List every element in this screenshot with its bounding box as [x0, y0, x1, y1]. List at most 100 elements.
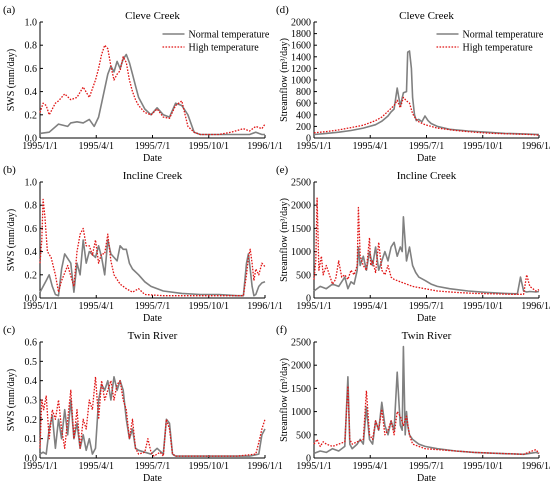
y-tick-label: 200 — [296, 122, 311, 133]
y-tick-label: 0.5 — [25, 357, 38, 368]
x-tick-label: 1996/1/1 — [521, 301, 550, 312]
x-tick-label: 1995/10/1 — [188, 301, 229, 312]
y-tick-label: 0 — [306, 294, 311, 305]
y-tick-label: 0.4 — [25, 87, 38, 98]
y-tick-label: 500 — [296, 270, 311, 281]
legend: Normal temperature High temperature — [436, 30, 544, 54]
y-axis-label: SWS (mm/day) — [6, 369, 17, 432]
y-tick-label: 0.0 — [25, 454, 38, 465]
x-tick-label: 1995/1/1 — [296, 301, 332, 312]
series-high-temperature — [39, 44, 266, 136]
legend-label: High temperature — [463, 43, 534, 54]
x-tick-label: 1995/1/1 — [296, 141, 332, 152]
legend-label: Normal temperature — [463, 30, 544, 41]
series-normal-temperature — [39, 375, 266, 457]
y-tick-label: 1000 — [291, 76, 311, 87]
panel-label: (e) — [276, 164, 289, 176]
y-tick-label: 1000 — [291, 247, 311, 258]
y-tick-label: 2000 — [291, 361, 311, 372]
x-axis-label: Date — [417, 313, 436, 324]
y-tick-label: 0.4 — [25, 376, 38, 387]
x-tick-label: 1996/1/1 — [247, 301, 283, 312]
x-tick-label: 1996/1/1 — [521, 461, 550, 472]
y-axis-label: SWS (mm/day) — [6, 49, 17, 112]
y-tick-label: 500 — [296, 430, 311, 441]
y-tick-label: 2000 — [291, 201, 311, 212]
chart-panel-a: (a) Cleve Creek 0.0 0.2 0.4 0.6 0.8 1.0 1995/1/1… — [3, 4, 283, 164]
chart-panel-e: (e) Incline Creek 0 500 1000 1500 2000 2500 1995… — [276, 164, 550, 324]
chart-title: Cleve Creek — [399, 10, 454, 22]
x-tick-label: 1995/10/1 — [188, 141, 229, 152]
x-axis-label: Date — [417, 473, 436, 484]
y-tick-label: 1.0 — [25, 178, 38, 189]
y-tick-label: 2500 — [291, 178, 311, 189]
y-tick-label: 600 — [296, 99, 311, 110]
x-tick-label: 1995/4/1 — [78, 141, 114, 152]
x-tick-label: 1995/1/1 — [296, 461, 332, 472]
x-tick-label: 1996/1/1 — [521, 141, 550, 152]
x-tick-label: 1995/7/1 — [409, 301, 445, 312]
x-tick-label: 1995/1/1 — [22, 141, 58, 152]
chart-panel-d: (d) Cleve Creek02004006008001000120014001… — [276, 4, 550, 164]
series-normal-temperature — [39, 239, 266, 297]
x-tick-label: 1996/1/1 — [247, 461, 283, 472]
y-axis-label: SWS (mm/day) — [6, 209, 17, 272]
y-tick-label: 1400 — [291, 52, 311, 63]
y-tick-label: 0.3 — [25, 396, 38, 407]
chart-panel-c: (c) Twin River 0.0 0.1 0.2 0.3 0.4 0.5 0.6 1995/1… — [3, 324, 283, 484]
y-axis-label: Streamflow (m³/day) — [279, 198, 290, 282]
x-tick-label: 1995/4/1 — [352, 141, 388, 152]
y-tick-label: 0.6 — [25, 224, 38, 235]
chart-title: Incline Creek — [123, 170, 183, 182]
x-tick-label: 1995/10/1 — [462, 141, 503, 152]
x-tick-label: 1995/7/1 — [135, 301, 171, 312]
x-tick-label: 1995/7/1 — [135, 141, 171, 152]
y-tick-label: 1200 — [291, 64, 311, 75]
legend-label: High temperature — [189, 43, 260, 54]
chart-title: Twin River — [402, 330, 452, 342]
panel-label: (a) — [3, 4, 16, 16]
chart-title: Cleve Creek — [125, 10, 180, 22]
x-tick-label: 1995/1/1 — [22, 301, 58, 312]
series-normal-temperature — [313, 50, 540, 136]
y-tick-label: 0.8 — [25, 41, 38, 52]
y-axis-label: Streamflow (m³/day) — [279, 358, 290, 442]
series-normal-temperature — [39, 53, 265, 136]
y-tick-label: 400 — [296, 110, 311, 121]
chart-panel-b: (b) Incline Creek 0.0 0.2 0.4 0.6 0.8 1.0 1995/1… — [3, 164, 283, 324]
legend-label: Normal temperature — [189, 30, 270, 41]
x-tick-label: 1995/10/1 — [462, 301, 503, 312]
y-tick-label: 1500 — [291, 384, 311, 395]
y-tick-label: 0.8 — [25, 201, 38, 212]
series-high-temperature — [313, 197, 540, 295]
panel-label: (c) — [3, 324, 16, 336]
chart-panel-f: (f) Twin River 0 500 1000 1500 2000 2500 1995/1/… — [276, 324, 550, 484]
y-tick-label: 0.0 — [25, 294, 38, 305]
series-high-temperature — [39, 198, 266, 297]
panel-label: (f) — [276, 324, 287, 336]
y-tick-label: 1800 — [291, 29, 311, 40]
series-high-temperature — [313, 385, 540, 455]
x-axis-label: Date — [417, 153, 436, 164]
y-tick-label: 1000 — [291, 407, 311, 418]
legend: Normal temperature High temperature — [162, 30, 270, 54]
x-tick-label: 1995/7/1 — [135, 461, 171, 472]
y-tick-label: 0.2 — [25, 110, 38, 121]
series-normal-temperature — [313, 345, 540, 456]
x-tick-label: 1996/1/1 — [247, 141, 283, 152]
y-tick-label: 2000 — [291, 18, 311, 29]
x-tick-label: 1995/4/1 — [352, 301, 388, 312]
y-tick-label: 1.0 — [25, 18, 38, 29]
y-tick-label: 0.4 — [25, 247, 38, 258]
y-tick-label: 0 — [306, 454, 311, 465]
x-axis-label: Date — [143, 153, 162, 164]
y-tick-label: 0.6 — [25, 338, 38, 349]
chart-title: Twin River — [128, 330, 178, 342]
x-tick-label: 1995/10/1 — [462, 461, 503, 472]
y-tick-label: 800 — [296, 87, 311, 98]
y-tick-label: 0.1 — [25, 434, 38, 445]
x-tick-label: 1995/1/1 — [22, 461, 58, 472]
y-tick-label: 0.6 — [25, 64, 38, 75]
series-high-temperature — [39, 376, 266, 457]
